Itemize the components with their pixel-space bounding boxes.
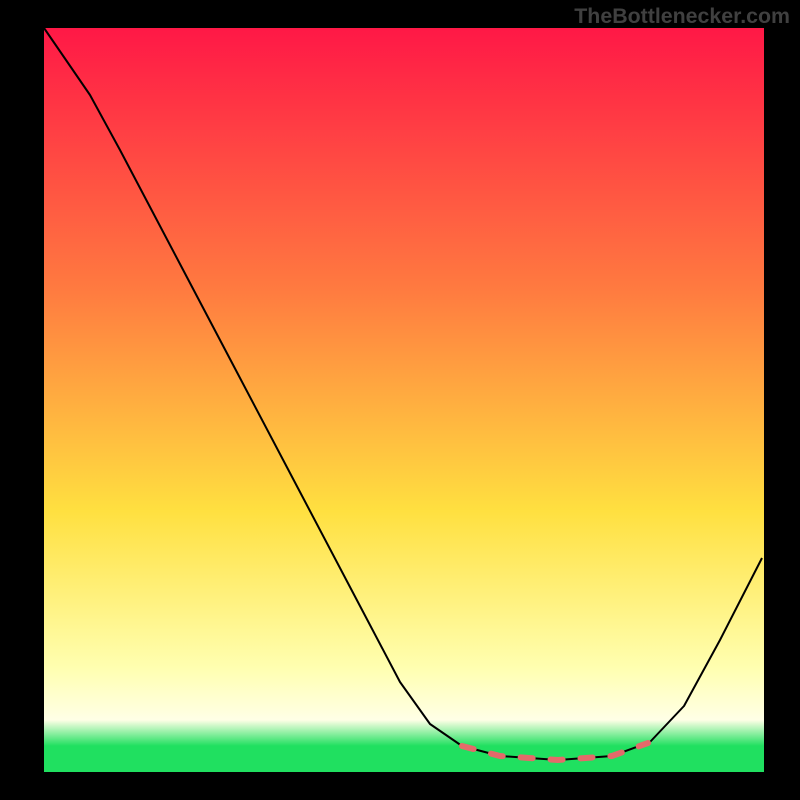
chart-svg — [0, 0, 800, 800]
watermark-text: TheBottlenecker.com — [574, 4, 790, 29]
plot-area — [44, 28, 764, 772]
